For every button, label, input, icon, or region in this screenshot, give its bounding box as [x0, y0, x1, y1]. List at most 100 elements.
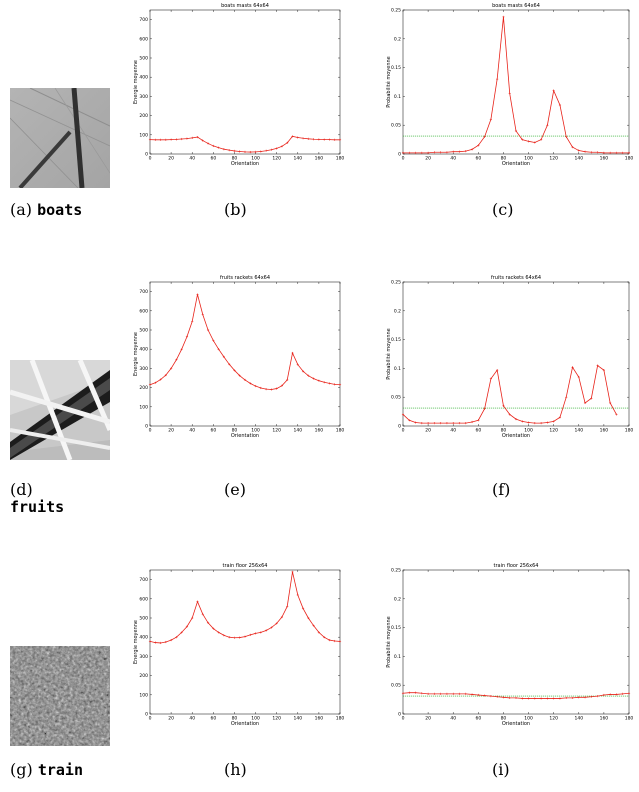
data-point: [312, 138, 315, 141]
data-point: [170, 138, 173, 141]
data-point: [228, 636, 231, 639]
y-tick-label: 200: [139, 385, 148, 391]
data-point: [602, 693, 605, 697]
x-tick-label: 120: [272, 716, 281, 722]
data-point: [323, 381, 326, 384]
x-tick-label: 180: [625, 428, 634, 434]
x-tick-label: 180: [336, 716, 345, 722]
data-point: [275, 387, 278, 390]
data-point: [583, 696, 587, 699]
y-axis-label: Probabilité moyenne: [385, 56, 392, 108]
data-point: [483, 407, 486, 410]
data-point: [317, 138, 320, 141]
x-tick-label: 0: [402, 716, 405, 722]
data-point: [408, 419, 411, 422]
data-point: [307, 374, 310, 377]
data-point: [489, 377, 492, 380]
x-tick-label: 120: [272, 156, 281, 162]
data-point: [233, 636, 236, 639]
y-tick-label: 300: [139, 654, 148, 660]
data-point: [270, 148, 273, 151]
data-point: [408, 691, 411, 694]
caption-name: train: [37, 761, 83, 779]
data-point: [420, 151, 423, 154]
data-point: [627, 692, 631, 695]
x-tick-label: 80: [232, 716, 238, 722]
data-point: [217, 146, 220, 149]
data-point: [307, 616, 310, 620]
x-tick-label: 140: [574, 156, 583, 162]
caption-letter: (c): [492, 200, 514, 219]
caption-letter: (a): [10, 200, 33, 219]
data-point: [196, 600, 199, 603]
data-point: [571, 696, 574, 699]
data-point: [445, 692, 449, 695]
x-tick-label: 40: [189, 428, 195, 434]
x-tick-label: 80: [232, 156, 238, 162]
series-line: [403, 16, 629, 154]
y-axis-label: Probabilité moyenne: [385, 616, 392, 668]
data-point: [212, 339, 215, 342]
data-point: [590, 695, 593, 698]
data-point: [212, 627, 215, 630]
x-tick-label: 180: [336, 156, 345, 162]
data-point: [464, 692, 467, 695]
data-point: [533, 141, 536, 144]
data-point: [439, 422, 442, 425]
data-point: [243, 378, 247, 382]
data-point: [222, 634, 225, 637]
train-thumbnail: [10, 646, 110, 746]
x-tick-label: 100: [251, 428, 260, 434]
data-point: [175, 358, 178, 361]
data-point: [217, 631, 220, 634]
data-point: [333, 383, 336, 386]
series-line: [149, 135, 340, 153]
data-point: [328, 638, 331, 642]
data-point: [228, 149, 231, 152]
data-point: [164, 138, 167, 141]
data-point: [206, 142, 210, 145]
x-tick-label: 40: [189, 156, 195, 162]
data-point: [312, 624, 315, 627]
data-point: [533, 697, 536, 700]
data-point: [296, 593, 299, 597]
plot-frame: [149, 281, 341, 427]
data-point: [333, 138, 336, 141]
data-point: [301, 370, 305, 373]
series-line: [149, 571, 341, 644]
y-tick-label: 400: [139, 75, 148, 81]
data-point: [201, 613, 204, 616]
data-point: [338, 383, 342, 386]
data-point: [243, 635, 247, 638]
x-tick-label: 160: [315, 716, 324, 722]
x-tick-label: 60: [210, 428, 216, 434]
x-tick-label: 160: [315, 428, 324, 434]
data-point: [496, 78, 499, 81]
data-point: [254, 632, 257, 635]
data-point: [552, 420, 555, 423]
data-point: [259, 150, 262, 153]
plot-frame: [149, 569, 341, 715]
data-point: [615, 413, 618, 416]
chart-title: fruits rackets 64x64: [491, 275, 541, 281]
y-tick-label: 0: [145, 152, 148, 158]
data-point: [291, 351, 294, 355]
y-tick-label: 300: [139, 366, 148, 372]
data-point: [427, 422, 430, 425]
chart-title: train floor 256x64: [493, 563, 538, 569]
plot-frame: [149, 9, 341, 155]
data-point: [615, 151, 618, 154]
y-tick-label: 0: [145, 424, 148, 430]
data-point: [154, 138, 157, 141]
data-point: [609, 151, 612, 154]
y-tick-label: 0: [398, 152, 401, 158]
y-tick-label: 0.25: [391, 280, 401, 286]
data-point: [238, 636, 241, 639]
x-tick-label: 160: [315, 156, 324, 162]
x-tick-label: 60: [475, 156, 481, 162]
data-point: [521, 138, 524, 141]
data-point: [609, 401, 612, 405]
caption-name: fruits: [10, 498, 65, 516]
data-point: [286, 378, 289, 382]
y-tick-label: 0: [398, 424, 401, 430]
